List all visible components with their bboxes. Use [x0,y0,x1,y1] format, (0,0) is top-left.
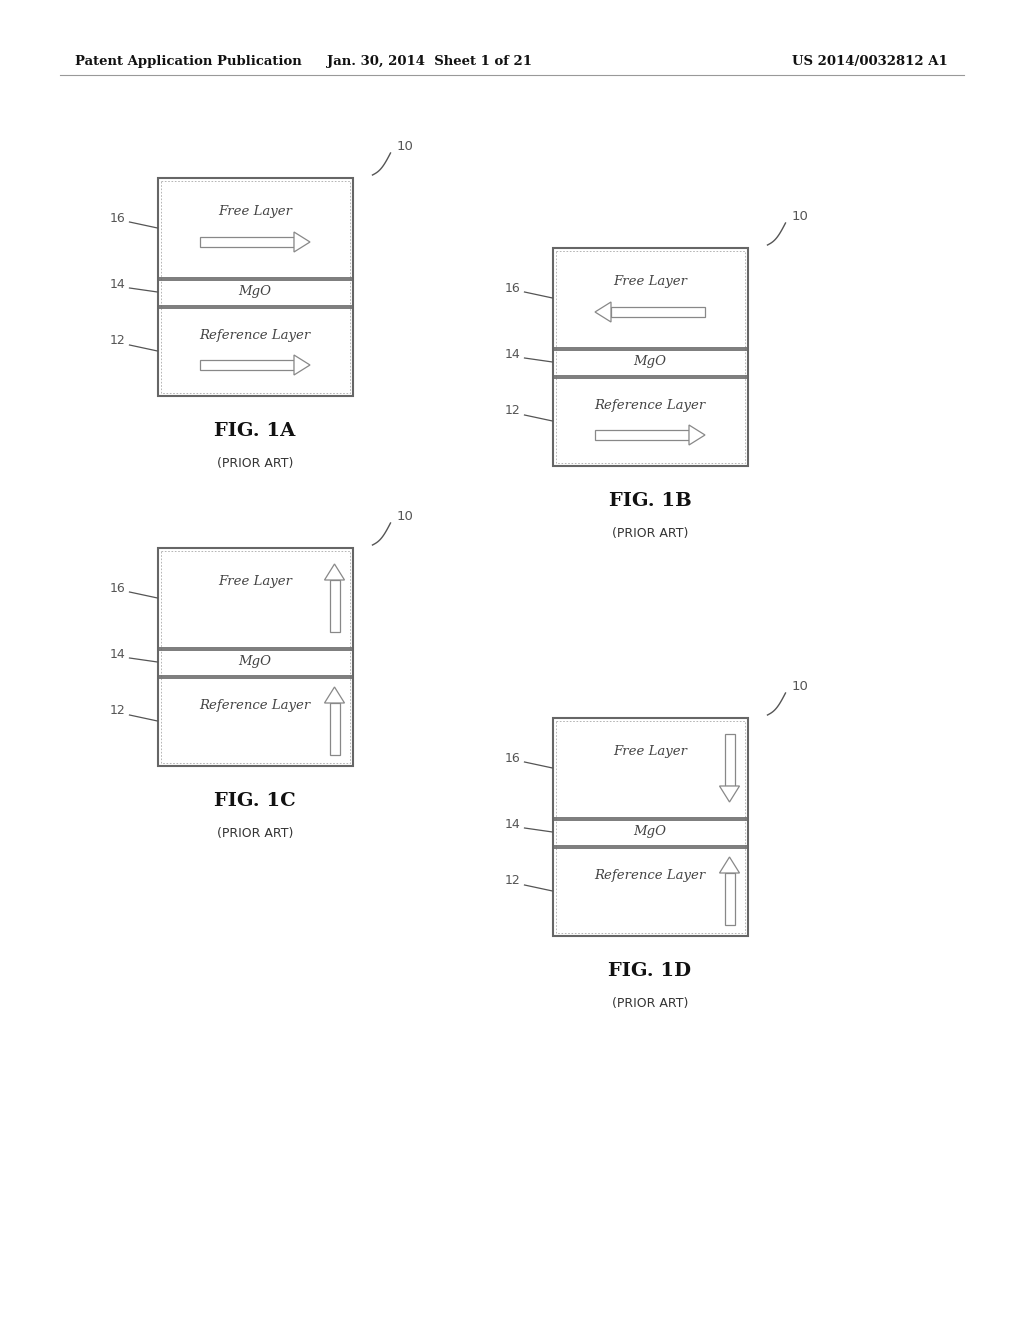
Text: MgO: MgO [634,825,667,838]
Text: Free Layer: Free Layer [218,206,292,219]
Bar [555,251,744,463]
Bar [158,548,352,766]
Text: Reference Layer: Reference Layer [594,399,706,412]
Text: 10: 10 [396,140,414,153]
Bar [555,721,744,933]
Text: 10: 10 [792,210,808,223]
Polygon shape [325,564,344,579]
Polygon shape [294,232,310,252]
Bar [200,238,294,247]
Text: FIG. 1B: FIG. 1B [608,492,691,510]
Text: Reference Layer: Reference Layer [200,698,310,711]
Text: Reference Layer: Reference Layer [594,869,706,882]
Text: Patent Application Publication: Patent Application Publication [75,55,302,69]
Bar [595,430,689,440]
Bar [330,704,340,755]
Polygon shape [325,686,344,704]
Text: 12: 12 [110,705,126,718]
Bar [161,550,349,763]
Text: Free Layer: Free Layer [218,576,292,589]
Bar [200,360,294,370]
Text: 10: 10 [792,681,808,693]
Bar [611,308,705,317]
Text: FIG. 1C: FIG. 1C [214,792,296,810]
Text: 12: 12 [505,404,520,417]
Bar [553,248,748,466]
Text: 14: 14 [110,277,126,290]
Text: MgO: MgO [239,285,271,298]
Bar [725,873,734,925]
Text: 16: 16 [505,751,520,764]
Polygon shape [689,425,705,445]
Text: MgO: MgO [239,656,271,668]
Text: (PRIOR ART): (PRIOR ART) [611,527,688,540]
Polygon shape [595,302,611,322]
Bar [553,718,748,936]
Text: Jan. 30, 2014  Sheet 1 of 21: Jan. 30, 2014 Sheet 1 of 21 [328,55,532,69]
Text: 10: 10 [396,511,414,524]
Text: MgO: MgO [634,355,667,368]
Text: US 2014/0032812 A1: US 2014/0032812 A1 [793,55,948,69]
Text: 16: 16 [110,211,126,224]
Bar [158,178,352,396]
Text: (PRIOR ART): (PRIOR ART) [611,997,688,1010]
Text: FIG. 1D: FIG. 1D [608,962,691,979]
Text: 14: 14 [505,347,520,360]
Text: FIG. 1A: FIG. 1A [214,422,296,440]
Text: (PRIOR ART): (PRIOR ART) [217,826,293,840]
Text: Reference Layer: Reference Layer [200,329,310,342]
Text: 12: 12 [505,874,520,887]
Text: Free Layer: Free Layer [613,746,687,759]
Text: 12: 12 [110,334,126,347]
Bar [330,579,340,632]
Bar [725,734,734,785]
Bar [161,181,349,393]
Text: 16: 16 [505,281,520,294]
Text: (PRIOR ART): (PRIOR ART) [217,457,293,470]
Text: Free Layer: Free Layer [613,276,687,289]
Text: 14: 14 [110,648,126,660]
Text: 14: 14 [505,817,520,830]
Text: 16: 16 [110,582,126,594]
Polygon shape [720,857,739,873]
Polygon shape [294,355,310,375]
Polygon shape [720,785,739,803]
